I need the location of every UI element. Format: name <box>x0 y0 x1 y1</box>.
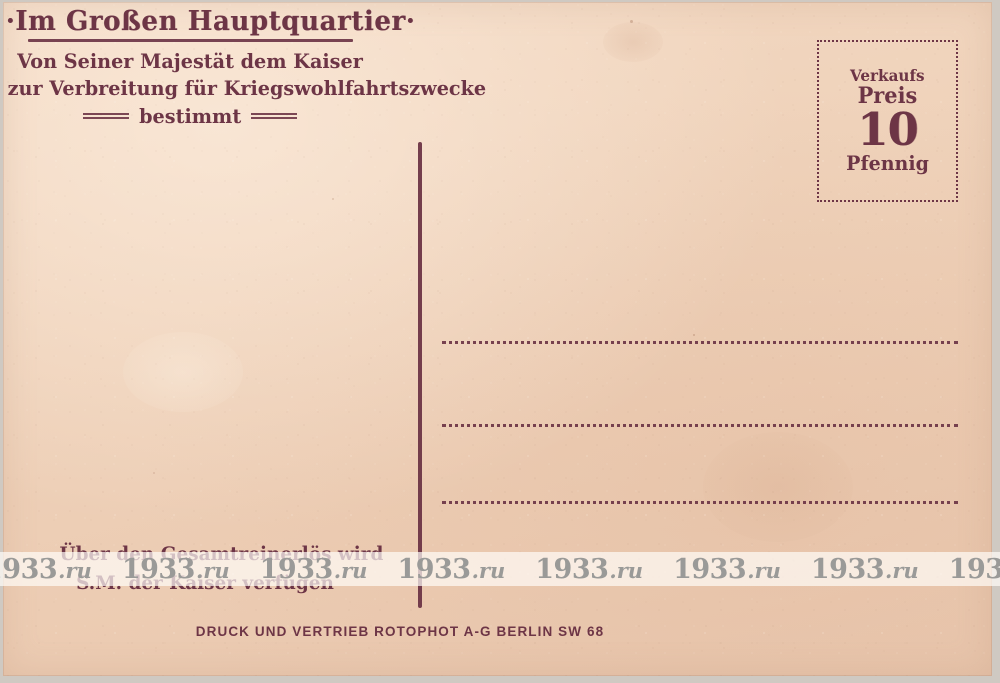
price-amount: 10 <box>857 102 919 156</box>
vertical-divider-rule <box>418 142 422 608</box>
paper-speck <box>693 334 695 336</box>
double-rule-right-ornament <box>251 111 298 121</box>
page-title: ·Im Großen Hauptquartier· <box>5 6 416 37</box>
address-line-3 <box>442 501 958 504</box>
price-currency: Pfennig <box>846 151 929 176</box>
address-line-2 <box>442 424 958 427</box>
price-box: Verkaufs Preis 10 Pfennig <box>817 40 958 202</box>
price-label-price: Preis <box>857 82 918 109</box>
header-subtitle-line-3: bestimmt <box>0 104 380 128</box>
paper-speck <box>332 198 334 200</box>
price-label-sale: Verkaufs <box>850 65 925 85</box>
paper-speck <box>630 20 633 23</box>
proceeds-notice-line-2: S.M. der Kaiser verfügen <box>76 572 334 595</box>
age-stain <box>603 22 663 62</box>
header-subtitle-word: bestimmt <box>138 104 242 128</box>
double-rule-left-ornament <box>82 111 129 121</box>
header-subtitle-line-1: Von Seiner Majestät dem Kaiser <box>17 49 363 73</box>
proceeds-notice: Über den Gesamtreinerlös wird S.M. der K… <box>59 540 384 599</box>
title-underline <box>27 39 353 42</box>
price-box-frame <box>817 40 958 202</box>
age-stain <box>703 432 853 542</box>
header-subtitle-line-2: zur Verbreitung für Kriegswohlfahrtszwec… <box>7 76 487 100</box>
address-line-1 <box>442 341 958 344</box>
proceeds-notice-line-1: Über den Gesamtreinerlös wird <box>59 543 384 565</box>
paper-speck <box>153 472 155 474</box>
publisher-imprint: DRUCK UND VERTRIEB ROTOPHOT A-G BERLIN S… <box>195 624 605 639</box>
age-stain <box>123 332 243 412</box>
card-header: ·Im Großen Hauptquartier· Von Seiner Maj… <box>0 6 487 128</box>
